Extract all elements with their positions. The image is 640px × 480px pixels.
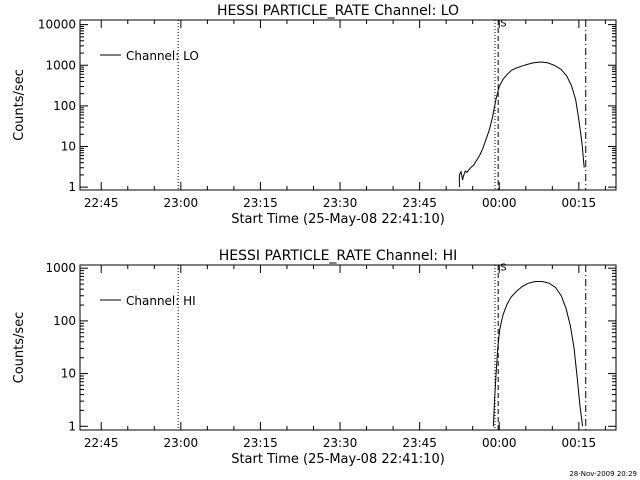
x-tick-label: 23:15 [243, 196, 278, 210]
chart-title: HESSI PARTICLE_RATE Channel: HI [219, 248, 457, 264]
x-tick-label: 22:45 [84, 196, 119, 210]
x-tick-label: 23:30 [323, 436, 358, 450]
annotation-label: S [500, 18, 506, 29]
y-axis-label: Counts/sec [12, 69, 27, 141]
plot-frame [79, 19, 617, 191]
x-tick-label: 23:45 [402, 436, 437, 450]
y-tick-label: 1000 [45, 58, 76, 72]
y-tick-label: 1000 [45, 261, 76, 275]
x-tick-label: 23:00 [164, 196, 199, 210]
y-axis-label: Counts/sec [12, 312, 27, 384]
x-tick-label: 23:00 [164, 436, 199, 450]
chart-title: HESSI PARTICLE_RATE Channel: LO [217, 3, 459, 19]
legend-label: Channel: LO [126, 49, 199, 63]
legend-label: Channel: HI [126, 294, 196, 308]
x-tick-label: 00:00 [482, 436, 517, 450]
x-tick-label: 00:15 [562, 196, 597, 210]
y-tick-label: 1 [68, 419, 76, 433]
y-tick-label: 1 [68, 180, 76, 194]
x-axis-label: Start Time (25-May-08 22:41:10) [231, 212, 445, 227]
y-tick-label: 100 [53, 314, 76, 328]
annotation-label: S [500, 263, 506, 274]
y-tick-label: 10 [61, 140, 76, 154]
chart-panel-hi: HESSI PARTICLE_RATE Channel: HI 22:45 23:0… [12, 248, 617, 467]
y-tick-label: 10000 [38, 18, 76, 32]
series-line [458, 61, 585, 188]
y-tick-label: 100 [53, 99, 76, 113]
x-tick-label: 00:15 [562, 436, 597, 450]
footer-timestamp: 28-Nov-2009 20:29 [569, 470, 637, 478]
series-line [492, 281, 584, 427]
x-tick-label: 23:30 [323, 196, 358, 210]
x-tick-label: 23:45 [402, 196, 437, 210]
chart-panel-lo: HESSI PARTICLE_RATE Channel: LO 22:45 23:0… [12, 3, 617, 227]
x-tick-label: 23:15 [243, 436, 278, 450]
x-tick-label: 22:45 [84, 436, 119, 450]
x-axis-label: Start Time (25-May-08 22:41:10) [231, 452, 445, 467]
y-tick-label: 10 [61, 367, 76, 381]
x-tick-label: 00:00 [482, 196, 517, 210]
plot-frame [79, 264, 617, 431]
